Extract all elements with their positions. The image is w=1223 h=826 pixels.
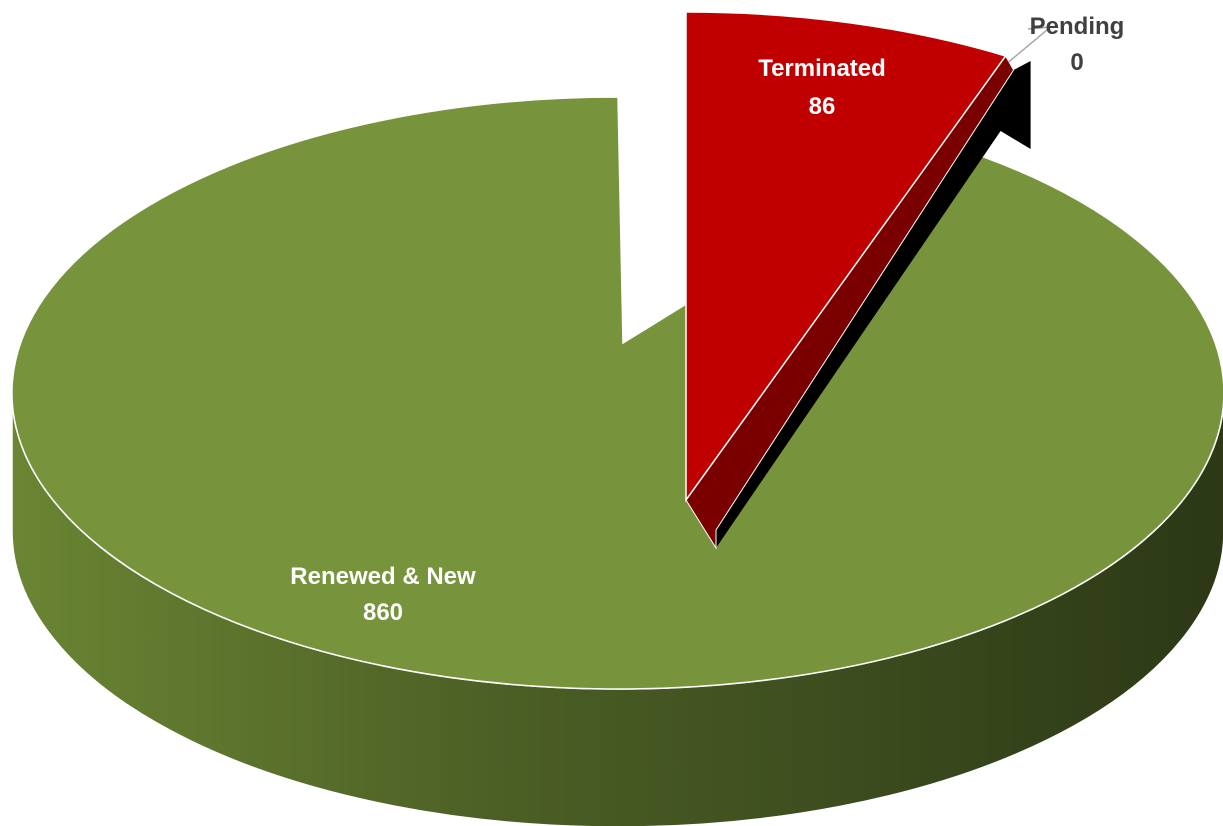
slice-pending-wall	[716, 61, 1031, 548]
label-terminated-value: 86	[809, 93, 836, 120]
pending-leader-line	[1008, 26, 1053, 63]
slice-terminated	[685, 11, 1007, 503]
label-pending-value: 0	[1070, 49, 1083, 76]
label-renewed-new-name: Renewed & New	[290, 563, 476, 590]
label-renewed-new-value: 860	[363, 599, 403, 626]
label-terminated-name: Terminated	[758, 55, 886, 82]
slice-renewed-new	[11, 96, 1223, 690]
label-pending-name: Pending	[1030, 13, 1125, 40]
